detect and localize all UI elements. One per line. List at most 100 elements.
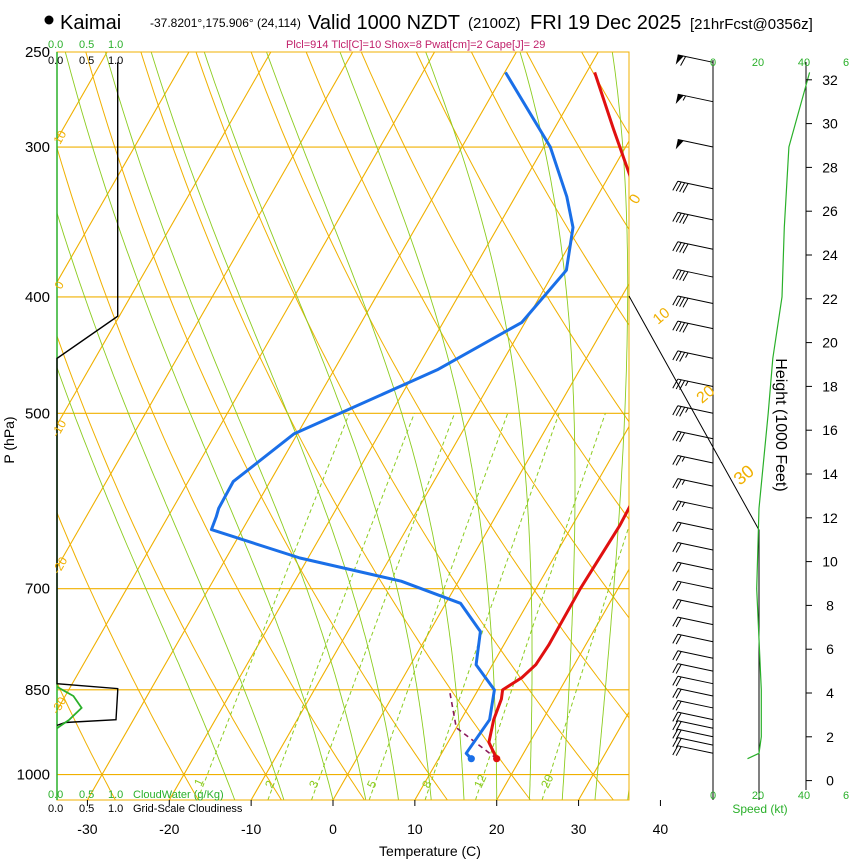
x-tick-label: 10 <box>407 821 423 837</box>
wind-barb <box>672 454 714 466</box>
moist-adiabat-line <box>339 52 498 800</box>
wind-barb-staff <box>677 699 714 709</box>
wind-barb-flag <box>675 242 682 252</box>
wind-barb-flag <box>672 675 679 686</box>
wind-barb-flag <box>675 688 682 699</box>
wind-barb-staff <box>677 405 714 414</box>
wind-barb-pennant <box>675 54 684 65</box>
x-tick-label: 40 <box>653 821 669 837</box>
wind-barb-staff <box>677 542 714 551</box>
dry-adiabat-line <box>57 681 116 800</box>
wind-barb-flag <box>675 599 682 610</box>
speed-bottom-20: 20 <box>752 790 764 802</box>
wind-barb <box>672 211 714 224</box>
wind-barb-flag <box>672 711 679 722</box>
wind-barb-flag <box>675 455 682 466</box>
mixing-ratio-line <box>197 413 350 800</box>
dry-adiabat-line <box>415 52 629 423</box>
isotherm-line <box>168 52 599 800</box>
dry-adiabat-line <box>85 52 448 800</box>
wind-barb-staff <box>677 633 714 643</box>
wind-barb-flag <box>679 380 686 390</box>
cloudiness-label: Grid-Scale Cloudiness <box>133 803 243 815</box>
temperature-profile <box>487 71 629 760</box>
wind-barb-flag <box>672 542 679 552</box>
mixing-ratio-label: 3 <box>306 778 322 790</box>
wind-barb <box>672 430 714 443</box>
wind-barb <box>672 745 714 756</box>
cloudwater-top-0: 0.0 <box>48 39 63 51</box>
wind-barb-flag <box>679 182 686 193</box>
height-tick-label: 2 <box>826 729 834 745</box>
wind-barb-flag <box>672 478 679 489</box>
moist-adiabat-line <box>150 52 399 800</box>
speed-axis-title: Speed (kt) <box>732 802 787 816</box>
wind-barb <box>672 500 714 511</box>
dry-adiabat-line <box>250 52 629 719</box>
height-axis-title: Height (1000 Feet) <box>772 358 789 491</box>
moist-adiabat-line <box>57 366 236 800</box>
wind-barb <box>672 720 714 731</box>
wind-barb-staff <box>677 711 714 721</box>
cloudiness-bottom-10: 1.0 <box>108 803 123 815</box>
wind-barb <box>672 241 714 254</box>
wind-barb-half <box>685 352 689 358</box>
x-axis-title: Temperature (C) <box>379 843 481 859</box>
parcel-profile <box>448 689 498 760</box>
cloudiness-bottom-05: 0.5 <box>79 803 94 815</box>
wind-barb <box>672 295 714 308</box>
height-tick-label: 30 <box>822 116 838 132</box>
wind-barb <box>672 699 714 711</box>
isotherm-line <box>578 710 629 800</box>
height-tick-label: 8 <box>826 597 834 613</box>
wind-barb-flag <box>679 297 686 307</box>
wind-barb-flag <box>672 378 679 389</box>
cloudiness-top-0: 0.0 <box>48 55 63 67</box>
wind-barb-half <box>685 381 689 387</box>
moist-adiabat-line <box>57 211 285 800</box>
dry-adiabat-line <box>305 52 629 619</box>
moist-adiabat-line <box>104 52 367 800</box>
height-tick-label: 4 <box>826 685 834 701</box>
cloudwater-top-10: 1.0 <box>108 39 123 51</box>
wind-barb-half <box>681 502 686 508</box>
mixing-ratio-line <box>311 413 456 800</box>
wind-barb-flag <box>675 212 682 223</box>
moist-adiabat-line <box>64 52 334 800</box>
x-tick-label: -10 <box>241 821 261 837</box>
wind-barb-staff <box>677 211 714 221</box>
wind-barb <box>675 54 714 66</box>
valid-date: FRI 19 Dec 2025 <box>530 12 681 34</box>
location-name: Kaimai <box>60 12 121 34</box>
wind-barb-staff <box>677 500 714 509</box>
wind-speed-profile <box>747 72 811 760</box>
wind-barb <box>675 93 714 104</box>
wind-barb <box>672 320 714 333</box>
dry-adiabat-line <box>526 52 629 231</box>
wind-barb-flag <box>672 350 679 361</box>
height-tick-label: 0 <box>826 773 834 789</box>
wind-barb-flag <box>675 581 682 592</box>
p-tick-label: 250 <box>25 44 50 61</box>
wind-barb-flag <box>675 270 682 280</box>
wind-barb-flag <box>675 651 682 661</box>
isotherm-line <box>414 425 629 800</box>
dry-adiabat-line <box>637 52 850 800</box>
mixing-ratio-line <box>541 524 629 800</box>
wind-barb-flag <box>675 676 682 687</box>
wind-barb-pennant <box>675 139 684 150</box>
wind-barb-flag <box>672 616 679 627</box>
wind-barb-staff <box>677 650 714 659</box>
mixing-ratio-label: 20 <box>538 772 556 790</box>
wind-barb-staff <box>677 737 714 746</box>
wind-barb <box>672 675 714 687</box>
wind-barb <box>672 633 714 645</box>
wind-barb-flag <box>672 688 679 698</box>
wind-barb-flag <box>675 321 682 332</box>
wind-barb-flag <box>675 379 682 390</box>
wind-barb-flag <box>675 351 682 362</box>
p-tick-label: 500 <box>25 405 50 422</box>
height-tick-label: 20 <box>822 335 838 351</box>
cloudwater-bottom-05: 0.5 <box>79 789 94 801</box>
wind-barb <box>672 616 714 628</box>
